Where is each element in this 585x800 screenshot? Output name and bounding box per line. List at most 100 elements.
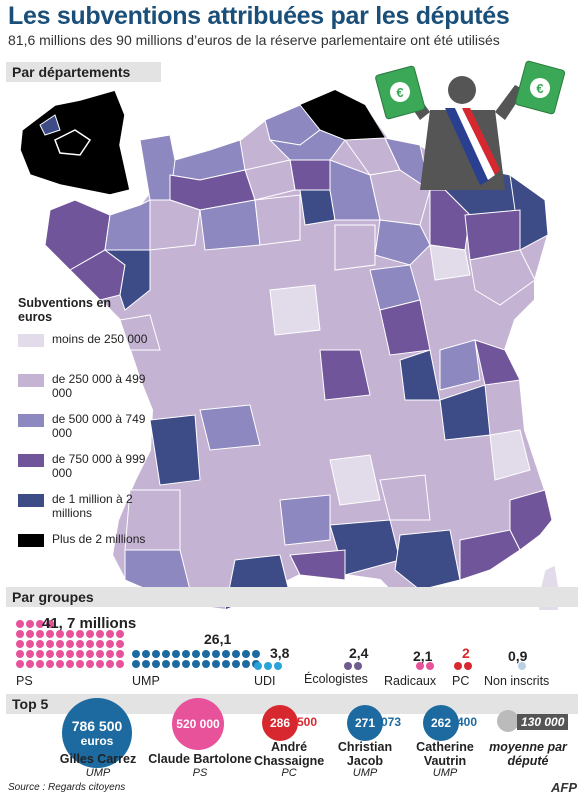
group-dot [56,650,64,658]
group-dot [36,640,44,648]
dept-gironde [149,414,201,486]
group-dot [16,650,24,658]
group-dot [202,660,210,668]
dept-bretagne-2 [104,199,151,251]
group-dot [192,660,200,668]
group-dot [212,650,220,658]
legend-label: de 250 000 à 499 000 [52,372,146,400]
group-dot [76,630,84,638]
group-dot [132,660,140,668]
group-dot [76,640,84,648]
dept-oise [289,159,331,191]
top5-circle-moyenne [497,710,519,732]
group-dot [182,650,190,658]
top5-amount: 271 [354,716,376,730]
group-dot [26,620,34,628]
dept-puy-dome [199,404,261,451]
group-dot [202,650,210,658]
group-dot [86,660,94,668]
group-dot [518,662,526,670]
group-dot [106,650,114,658]
section-departements: Par départements [6,62,161,82]
group-dot [264,662,272,670]
group-dot [172,660,180,668]
legend-item: Plus de 2 millions [18,532,148,566]
group-value-ps: 41, 7 millions [42,615,137,632]
top5-amount: 262 [430,716,452,730]
dept-gard [379,474,431,521]
group-dot [66,640,74,648]
legend-item: de 500 000 à 749 000 [18,412,148,446]
top5-circle-jacob: 271 [347,705,383,741]
legend-label: de 1 million à 2 millions [52,492,133,520]
group-dot [162,650,170,658]
legend-label: de 500 000 à 749 000 [52,412,146,440]
dept-allier [319,349,371,401]
legend: Subventions en euros moins de 250 000 de… [18,296,148,572]
legend-swatch [18,334,44,347]
group-name-ps: PS [16,674,33,688]
top5-amount-rest: 400 [457,715,478,729]
top5-party: UMP [85,767,111,779]
top5-party: PC [281,767,297,779]
group-dot [36,660,44,668]
group-value-radicaux: 2,1 [413,648,433,664]
page-subtitle: 81,6 millions des 90 millions d’euros de… [8,32,500,48]
group-name-udi: UDI [254,674,276,688]
top5-name: moyenne par député [489,740,567,768]
group-dot [192,650,200,658]
group-dot [16,630,24,638]
top5-amount-rest: 073 [381,715,402,729]
group-dot [212,660,220,668]
group-dot [56,630,64,638]
group-dot [96,660,104,668]
dept-haute-saone [429,244,471,281]
top5-unit: euros [80,734,114,748]
group-dot [16,640,24,648]
dept-aube [374,219,431,266]
group-dot [46,630,54,638]
group-dot [56,660,64,668]
source: Source : Regards citoyens [8,782,126,793]
group-dot [242,660,250,668]
group-dot [106,640,114,648]
legend-swatch [18,534,44,547]
group-dot [116,640,124,648]
dept-aude [289,549,346,581]
group-dot [274,662,282,670]
top5-amount: 786 500 [71,718,123,734]
dept-paris [299,189,336,226]
legend-swatch [18,494,44,507]
group-dot [222,650,230,658]
group-dot [96,630,104,638]
group-dot [26,650,34,658]
group-dot [36,630,44,638]
top5-amount: 520 000 [176,717,220,731]
top5-name: Gilles Carrez [59,752,137,766]
legend-item: de 250 000 à 499 000 [18,372,148,406]
top5-name: Catherine Vautrin [416,740,474,768]
top5-party: UMP [432,767,458,779]
group-dot [252,650,260,658]
top5-amount: 286 [269,716,291,730]
group-dot [66,660,74,668]
legend-item: de 750 000 à 999 000 [18,452,148,486]
svg-text:€: € [396,85,403,100]
group-dot [152,660,160,668]
group-dot [26,630,34,638]
dept-ille-vilaine [149,199,201,251]
dept-yonne [334,224,376,271]
group-dot [464,662,472,670]
page-title: Les subventions attribuées par les déput… [8,2,510,30]
top5-circle-vautrin: 262 [423,705,459,741]
group-dot [46,640,54,648]
group-dot [426,662,434,670]
group-dot [116,630,124,638]
group-dot [96,640,104,648]
group-dot [76,650,84,658]
group-dot [46,660,54,668]
dept-loire-atl [103,249,151,311]
group-dot [232,660,240,668]
legend-title: Subventions en euros [18,296,112,324]
group-dot [254,662,262,670]
